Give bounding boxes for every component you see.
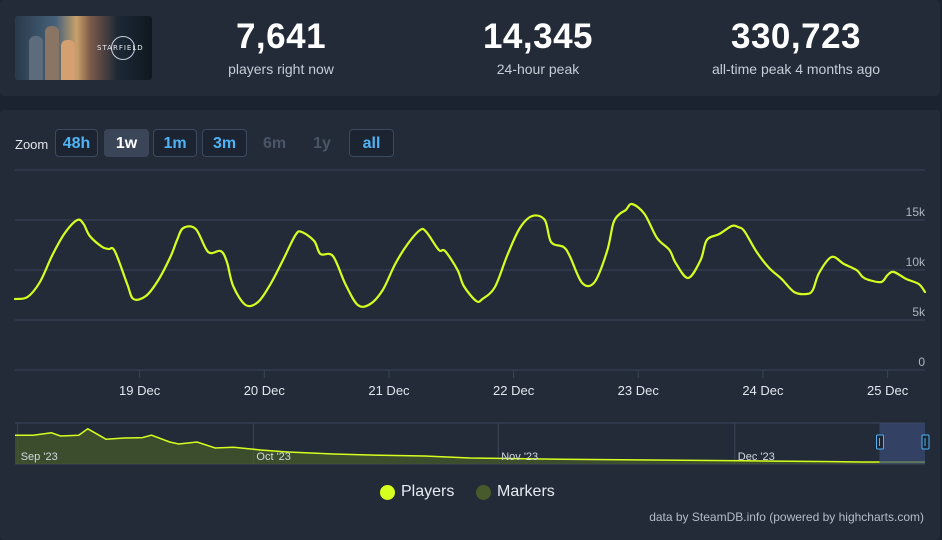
zoom-1m-button[interactable]: 1m [153, 129, 197, 157]
x-tick-label: 20 Dec [244, 383, 286, 398]
navigator-chart[interactable]: Sep '23 Oct '23 Nov '23 Dec '23 [0, 422, 940, 474]
legend-item-players[interactable]: Players [380, 483, 454, 501]
stats-panel: STARFIELD 7,641 players right now 14,345… [0, 0, 940, 96]
x-tick-label: 23 Dec [618, 383, 660, 398]
current-players-value: 7,641 [235, 17, 327, 56]
astronaut-figure-icon [61, 40, 75, 80]
navigator-tick-label: Sep '23 [21, 451, 58, 463]
zoom-3m-button[interactable]: 3m [202, 129, 247, 157]
y-tick-label: 10k [906, 255, 926, 269]
navigator-series-line [15, 427, 925, 463]
y-axis-tick-labels: 0 5k 10k 15k [906, 205, 926, 369]
navigator-tick-labels: Sep '23 Oct '23 Nov '23 Dec '23 [21, 451, 775, 463]
y-tick-label: 15k [906, 205, 926, 219]
navigator-tick-label: Nov '23 [501, 451, 538, 463]
current-players-label: players right now [228, 61, 334, 77]
navigator-tick-label: Oct '23 [256, 451, 291, 463]
main-line-chart[interactable]: 0 5k 10k 15k 19 Dec 20 Dec 21 Dec 22 Dec 23 Dec… [0, 160, 940, 460]
legend-item-markers[interactable]: Markers [476, 483, 555, 501]
game-logo[interactable]: STARFIELD [15, 16, 152, 80]
navigator-selected-range[interactable] [879, 423, 926, 464]
players-series-line [13, 202, 927, 308]
zoom-6m-button: 6m [252, 129, 297, 157]
x-tick-label: 21 Dec [368, 383, 410, 398]
daily-peak-value: 14,345 [482, 17, 594, 56]
legend-markers-label: Markers [497, 483, 555, 500]
player-chart-panel: Zoom 48h 1w 1m 3m 6m 1y all 0 5k 10k 15k 19… [0, 110, 940, 540]
chart-legend: Players Markers [0, 483, 940, 507]
chart-credits[interactable]: data by SteamDB.info (powered by highcha… [649, 510, 924, 524]
y-tick-label: 0 [918, 355, 925, 369]
zoom-all-button[interactable]: all [349, 129, 394, 157]
y-tick-label: 5k [912, 305, 926, 319]
daily-peak-stat: 14,345 24-hour peak [423, 17, 653, 78]
astronaut-figure-icon [45, 26, 59, 80]
zoom-label: Zoom [15, 137, 49, 152]
x-tick-label: 19 Dec [119, 383, 161, 398]
planet-ring-icon [111, 36, 135, 60]
zoom-48h-button[interactable]: 48h [55, 129, 98, 157]
x-tick-label: 25 Dec [867, 383, 909, 398]
legend-players-label: Players [401, 483, 455, 500]
navigator-tick-label: Dec '23 [738, 451, 775, 463]
players-legend-dot [380, 484, 395, 500]
all-time-peak-stat: 330,723 all-time peak 4 months ago [681, 17, 911, 78]
game-logo-text: STARFIELD [97, 44, 144, 52]
x-axis-tick-labels: 19 Dec 20 Dec 21 Dec 22 Dec 23 Dec 24 Dec 25 D… [119, 370, 909, 398]
current-players-stat: 7,641 players right now [166, 17, 396, 78]
astronaut-figure-icon [29, 36, 43, 80]
all-time-peak-label: all-time peak 4 months ago [711, 61, 881, 77]
daily-peak-label: 24-hour peak [496, 61, 580, 77]
x-tick-label: 22 Dec [493, 383, 535, 398]
navigator-series-area [15, 428, 925, 464]
all-time-peak-value: 330,723 [730, 17, 862, 56]
chart-grid [15, 169, 925, 371]
x-tick-label: 24 Dec [742, 383, 784, 398]
zoom-1y-button: 1y [300, 129, 344, 157]
markers-legend-dot [476, 484, 491, 500]
navigator-handles [876, 434, 930, 450]
zoom-1w-button[interactable]: 1w [104, 129, 149, 157]
